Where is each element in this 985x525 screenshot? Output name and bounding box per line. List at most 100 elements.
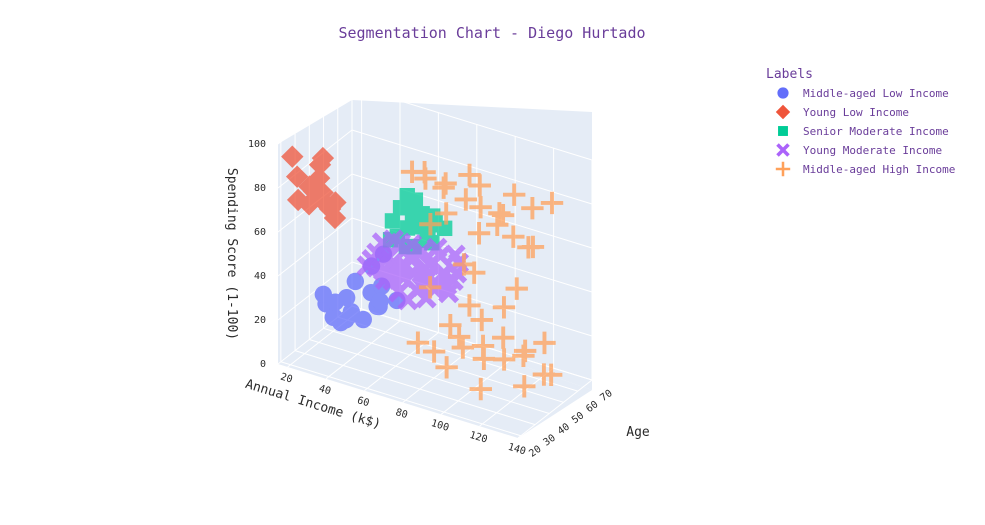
- data-point[interactable]: [438, 282, 460, 304]
- data-point[interactable]: [467, 222, 491, 245]
- data-point[interactable]: [488, 202, 511, 225]
- data-point[interactable]: [414, 257, 436, 279]
- legend-label-4: Middle-aged High Income: [803, 163, 955, 176]
- gridline-age: [337, 316, 578, 392]
- tick-label-score: 80: [254, 183, 266, 194]
- gridline-score: [277, 261, 353, 321]
- data-point[interactable]: [540, 191, 564, 215]
- gridline-income: [325, 320, 401, 380]
- gridline-income: [517, 379, 593, 439]
- data-point[interactable]: [285, 165, 309, 188]
- data-point[interactable]: [432, 176, 455, 199]
- data-point[interactable]: [469, 196, 492, 219]
- data-point[interactable]: [446, 262, 468, 284]
- data-point[interactable]: [342, 306, 360, 324]
- data-point[interactable]: [400, 160, 424, 184]
- data-point[interactable]: [372, 259, 394, 281]
- data-point[interactable]: [419, 213, 442, 236]
- legend-marker-2[interactable]: [778, 126, 788, 136]
- gridline-score: [277, 217, 353, 277]
- data-point[interactable]: [472, 347, 496, 371]
- tick-label-age: 30: [542, 433, 558, 449]
- data-point[interactable]: [447, 325, 471, 349]
- legend-label-0: Middle-aged Low Income: [803, 87, 949, 100]
- data-point[interactable]: [444, 244, 466, 266]
- data-point[interactable]: [307, 166, 331, 190]
- data-point[interactable]: [486, 213, 509, 236]
- data-point[interactable]: [371, 292, 389, 310]
- data-point[interactable]: [539, 363, 563, 387]
- data-point[interactable]: [314, 285, 332, 304]
- data-point[interactable]: [452, 253, 476, 276]
- gridline-score: [351, 173, 593, 249]
- data-point[interactable]: [406, 331, 430, 354]
- data-point[interactable]: [399, 187, 415, 204]
- data-point[interactable]: [512, 344, 535, 367]
- data-point[interactable]: [458, 163, 481, 187]
- gridline-age: [309, 338, 550, 414]
- data-point[interactable]: [502, 183, 526, 206]
- data-point[interactable]: [533, 331, 556, 355]
- data-point[interactable]: [471, 334, 495, 358]
- data-point[interactable]: [439, 314, 462, 337]
- tick-label-score: 100: [248, 139, 266, 150]
- data-point[interactable]: [451, 336, 475, 359]
- data-point[interactable]: [384, 213, 401, 229]
- tick-label-score: 0: [260, 359, 266, 370]
- legend-marker-0[interactable]: [777, 87, 789, 99]
- data-point[interactable]: [388, 281, 410, 303]
- data-point[interactable]: [492, 296, 516, 319]
- legend-marker-4[interactable]: [775, 161, 791, 177]
- data-point[interactable]: [517, 236, 540, 259]
- data-point[interactable]: [492, 348, 516, 371]
- data-point[interactable]: [463, 261, 486, 284]
- data-point[interactable]: [286, 188, 310, 212]
- data-point[interactable]: [470, 308, 493, 332]
- legend-marker-1[interactable]: [775, 104, 791, 120]
- data-point[interactable]: [399, 220, 416, 236]
- gridline-age: [280, 361, 521, 437]
- data-point[interactable]: [311, 146, 335, 170]
- data-point[interactable]: [346, 272, 364, 291]
- tick-label-age: 40: [556, 421, 572, 437]
- data-point[interactable]: [505, 277, 528, 300]
- legend-label-2: Senior Moderate Income: [803, 125, 949, 138]
- data-point[interactable]: [434, 172, 457, 195]
- data-point[interactable]: [324, 191, 347, 214]
- tick-label-income: 120: [468, 430, 488, 446]
- data-point[interactable]: [492, 326, 515, 349]
- data-point[interactable]: [454, 188, 478, 211]
- data-point[interactable]: [422, 340, 446, 363]
- data-point[interactable]: [502, 225, 525, 248]
- series-3: [356, 229, 470, 311]
- data-point[interactable]: [458, 294, 481, 317]
- tick-label-score: 20: [254, 315, 266, 326]
- data-point[interactable]: [469, 377, 492, 401]
- data-point[interactable]: [435, 356, 458, 379]
- data-point[interactable]: [393, 241, 415, 263]
- legend: Labels Middle-aged Low Income Young Low I…: [766, 67, 955, 177]
- data-point[interactable]: [281, 145, 304, 168]
- gridline-age: [294, 350, 536, 426]
- data-point[interactable]: [513, 375, 536, 398]
- gridline-score: [351, 85, 593, 161]
- tick-label-income: 100: [430, 418, 450, 434]
- data-point[interactable]: [425, 208, 441, 224]
- data-point[interactable]: [434, 202, 458, 225]
- data-point[interactable]: [426, 237, 448, 259]
- floor-score-min: [278, 306, 592, 438]
- data-point[interactable]: [468, 174, 491, 197]
- data-point[interactable]: [371, 232, 393, 254]
- tick-label-income: 20: [279, 372, 294, 386]
- data-point[interactable]: [521, 196, 544, 220]
- tick-label-income: 40: [317, 383, 332, 397]
- chart-title: Segmentation Chart - Diego Hurtado: [338, 24, 645, 42]
- legend-marker-3[interactable]: [776, 143, 790, 157]
- data-point[interactable]: [323, 206, 347, 230]
- data-point[interactable]: [382, 264, 404, 286]
- data-point[interactable]: [418, 276, 442, 299]
- tick-label-age: 60: [584, 399, 600, 415]
- data-point[interactable]: [413, 161, 436, 184]
